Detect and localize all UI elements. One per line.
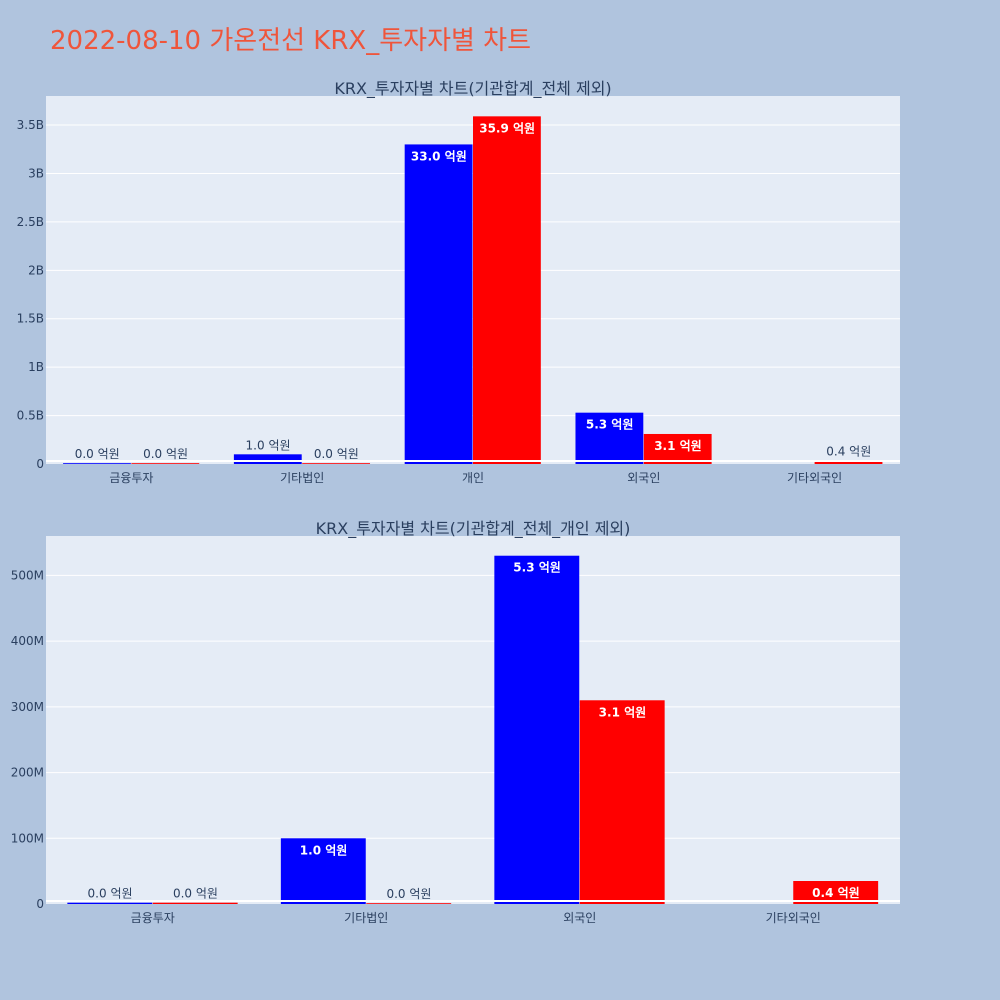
data-label: 35.9 억원 <box>479 121 535 135</box>
bar <box>280 838 366 904</box>
bar <box>643 433 712 464</box>
y-tick-label: 0.5B <box>17 409 44 423</box>
data-label: 5.3 억원 <box>513 561 561 575</box>
data-label: 5.3 억원 <box>586 418 634 432</box>
x-tick-label: 금융투자 <box>131 911 175 925</box>
x-tick-label: 기타외국인 <box>766 911 821 925</box>
y-tick-label: 2.5B <box>17 215 44 229</box>
chart-title: KRX_투자자별 차트(기관합계_전체 제외) <box>334 79 611 99</box>
x-tick-label: 외국인 <box>627 471 660 485</box>
data-label: 1.0 억원 <box>246 438 291 452</box>
data-label: 3.1 억원 <box>654 439 702 453</box>
bar <box>131 463 200 464</box>
y-tick-label: 100M <box>11 831 44 845</box>
bar <box>494 555 580 904</box>
data-label: 0.4 억원 <box>812 886 860 900</box>
bar <box>793 881 879 904</box>
bar <box>366 903 452 904</box>
data-label: 33.0 억원 <box>411 149 467 163</box>
x-tick-label: 외국인 <box>563 911 596 925</box>
y-tick-label: 0 <box>36 457 44 471</box>
bar <box>233 454 302 464</box>
bar <box>63 463 131 464</box>
data-label: 0.0 억원 <box>88 887 133 901</box>
data-label: 0.0 억원 <box>75 447 120 461</box>
plot-area <box>46 536 900 904</box>
bar <box>473 116 541 464</box>
chart-title: KRX_투자자별 차트(기관합계_전체_개인 제외) <box>316 519 631 539</box>
y-tick-label: 300M <box>11 700 44 714</box>
y-tick-label: 0 <box>36 897 44 911</box>
x-tick-label: 기타법인 <box>344 911 388 925</box>
data-label: 0.0 억원 <box>314 447 359 461</box>
data-label: 0.0 억원 <box>143 447 188 461</box>
x-tick-label: 금융투자 <box>109 471 153 485</box>
data-label: 0.4 억원 <box>826 445 871 459</box>
bar <box>575 412 644 464</box>
data-label: 0.0 억원 <box>173 887 218 901</box>
y-tick-label: 1B <box>28 360 44 374</box>
y-tick-label: 3B <box>28 166 44 180</box>
bar <box>404 144 473 464</box>
data-label: 1.0 억원 <box>300 843 348 857</box>
y-tick-label: 200M <box>11 766 44 780</box>
bar <box>67 902 153 904</box>
bar <box>152 902 238 904</box>
data-label: 0.0 억원 <box>386 887 431 901</box>
x-tick-label: 기타외국인 <box>787 471 842 485</box>
x-tick-label: 개인 <box>462 471 484 485</box>
page-title: 2022-08-10 가온전선 KRX_투자자별 차트 <box>50 26 531 56</box>
bar <box>302 463 371 464</box>
y-tick-label: 500M <box>11 568 44 582</box>
bar <box>579 700 665 904</box>
y-tick-label: 400M <box>11 634 44 648</box>
y-tick-label: 3.5B <box>17 118 44 132</box>
y-tick-label: 1.5B <box>17 312 44 326</box>
y-tick-label: 2B <box>28 263 44 277</box>
data-label: 3.1 억원 <box>599 705 647 719</box>
x-tick-label: 기타법인 <box>280 471 324 485</box>
bar <box>814 460 883 464</box>
